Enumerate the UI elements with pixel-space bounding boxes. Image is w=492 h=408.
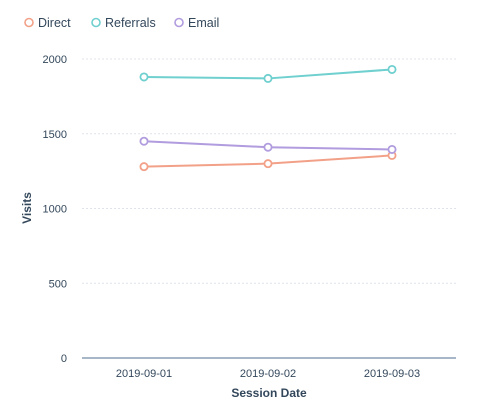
legend: Direct Referrals Email: [24, 16, 219, 30]
y-tick-label-2000: 2000: [43, 54, 67, 66]
series-direct: [139, 150, 397, 172]
y-axis-ticks: 0 500 1000 1500 2000: [43, 54, 67, 365]
legend-marker-referrals: [91, 17, 101, 28]
data-point-referrals-2019-09-02[interactable]: [263, 73, 273, 83]
series-email: [139, 136, 397, 154]
y-tick-label-0: 0: [61, 353, 67, 365]
series-layer: [139, 64, 397, 172]
data-point-direct-2019-09-02[interactable]: [263, 159, 273, 169]
data-point-email-2019-09-01[interactable]: [139, 136, 149, 146]
x-tick-label-2019-09-01: 2019-09-01: [116, 368, 172, 380]
x-axis-title: Session Date: [231, 386, 307, 400]
legend-marker-direct: [24, 17, 34, 28]
data-point-email-2019-09-02[interactable]: [263, 142, 273, 152]
data-point-referrals-2019-09-01[interactable]: [139, 72, 149, 82]
y-tick-label-1000: 1000: [43, 204, 67, 216]
x-tick-label-2019-09-03: 2019-09-03: [364, 368, 420, 380]
legend-label-email[interactable]: Email: [188, 16, 219, 30]
legend-label-direct[interactable]: Direct: [38, 16, 71, 30]
series-referrals: [139, 64, 397, 83]
y-tick-label-500: 500: [49, 278, 67, 290]
data-point-referrals-2019-09-03[interactable]: [387, 64, 397, 74]
data-point-direct-2019-09-01[interactable]: [139, 162, 149, 172]
gridlines: [82, 58, 456, 284]
data-point-email-2019-09-03[interactable]: [387, 144, 397, 154]
legend-marker-email: [174, 17, 184, 28]
x-tick-label-2019-09-02: 2019-09-02: [240, 368, 296, 380]
x-axis-ticks: 2019-09-01 2019-09-02 2019-09-03: [116, 368, 420, 380]
legend-label-referrals[interactable]: Referrals: [105, 16, 156, 30]
y-tick-label-1500: 1500: [43, 129, 67, 141]
y-axis-title: Visits: [20, 192, 34, 224]
